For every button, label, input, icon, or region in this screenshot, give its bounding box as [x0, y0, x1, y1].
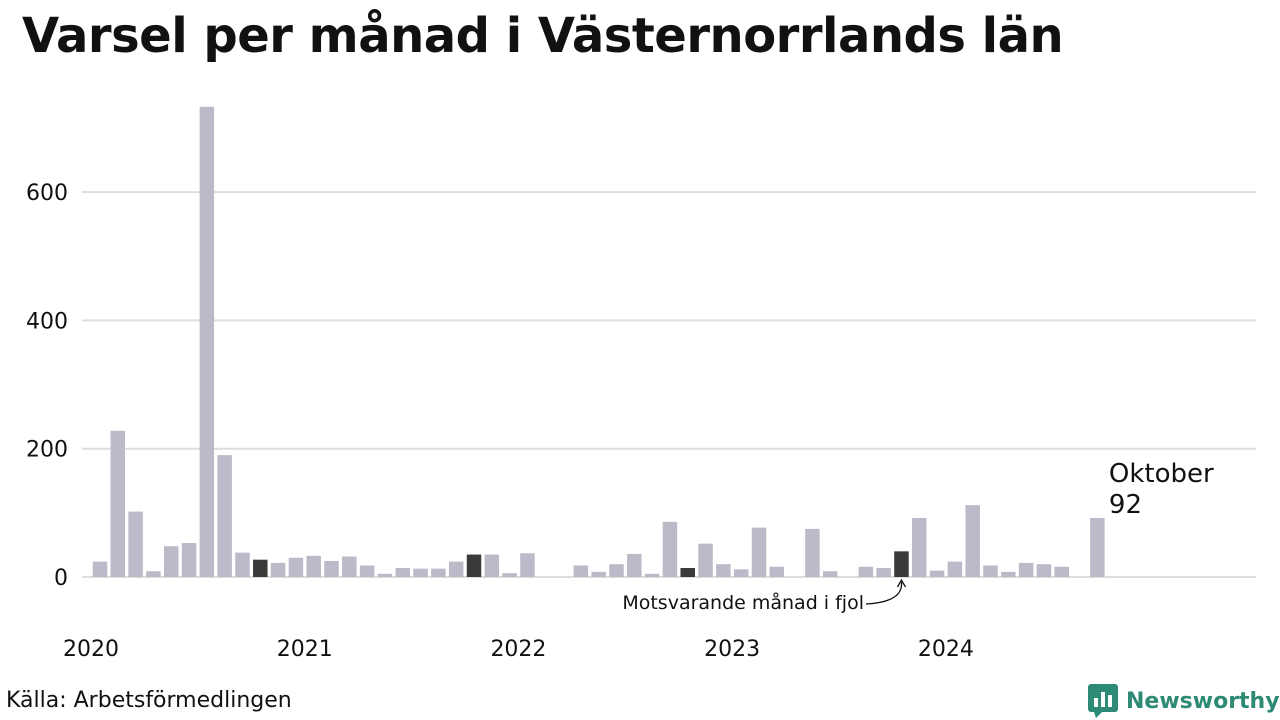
bar [627, 553, 642, 577]
bar [431, 568, 446, 577]
highlight-month-label: Oktober [1109, 459, 1214, 489]
bar-prior-year [466, 554, 482, 577]
bar [181, 543, 197, 577]
bar-prior-year [680, 568, 695, 577]
y-tick-label: 600 [26, 181, 68, 206]
bar [163, 546, 179, 577]
annotation-label: Motsvarande månad i fjol [622, 591, 864, 614]
bar [662, 521, 678, 577]
annotation-arrow [865, 581, 903, 605]
bar [1036, 564, 1052, 577]
bar [609, 564, 624, 577]
bar [1018, 562, 1034, 577]
bar [805, 528, 820, 577]
bar [270, 562, 286, 577]
bar [876, 568, 891, 577]
bar [359, 565, 375, 577]
y-tick-label: 400 [26, 309, 68, 334]
x-tick-label: 2021 [277, 637, 333, 662]
brand-name: Newsworthy [1126, 688, 1280, 714]
x-tick-label: 2022 [490, 637, 546, 662]
bar [288, 557, 304, 577]
bar [644, 573, 660, 577]
brand[interactable]: Newsworthy [1088, 684, 1280, 718]
bar [484, 554, 500, 577]
bar [822, 571, 838, 577]
bar [573, 565, 589, 577]
bar [448, 561, 464, 577]
bar [947, 561, 963, 577]
bar [324, 560, 339, 577]
y-tick-label: 200 [26, 438, 68, 463]
x-tick-label: 2020 [63, 637, 119, 662]
bar [716, 564, 731, 577]
bar [217, 455, 232, 577]
bar [377, 573, 393, 577]
x-tick-label: 2023 [704, 637, 760, 662]
newsworthy-logo-icon [1088, 684, 1118, 718]
bar-prior-year [253, 559, 268, 577]
bar [983, 565, 998, 577]
bar [235, 552, 250, 577]
x-tick-label: 2024 [918, 637, 974, 662]
bar [342, 556, 357, 577]
bar [1090, 517, 1105, 577]
bar [912, 517, 927, 577]
bar [128, 511, 143, 577]
y-tick-label: 0 [54, 566, 68, 591]
bar [395, 568, 411, 577]
bar [502, 573, 517, 577]
bar [306, 555, 321, 577]
bar [1054, 566, 1069, 577]
bar [769, 566, 785, 577]
source-note: Källa: Arbetsförmedlingen [6, 688, 292, 713]
bar [733, 569, 749, 577]
bar [965, 505, 980, 577]
bar [199, 106, 215, 577]
bar [1001, 571, 1016, 577]
bar [698, 543, 713, 577]
annotation-arrowhead [896, 578, 907, 588]
chart-title: Varsel per månad i Västernorrlands län [22, 8, 1064, 64]
bar [413, 568, 428, 577]
highlight-value-label: 92 [1109, 490, 1142, 520]
bar [520, 553, 535, 577]
bar [110, 430, 126, 577]
bar-prior-year [894, 551, 909, 577]
bar [146, 571, 161, 577]
bar [751, 527, 767, 577]
bar [858, 566, 874, 577]
bar [591, 571, 606, 577]
bar [92, 561, 108, 577]
bar [929, 570, 945, 577]
